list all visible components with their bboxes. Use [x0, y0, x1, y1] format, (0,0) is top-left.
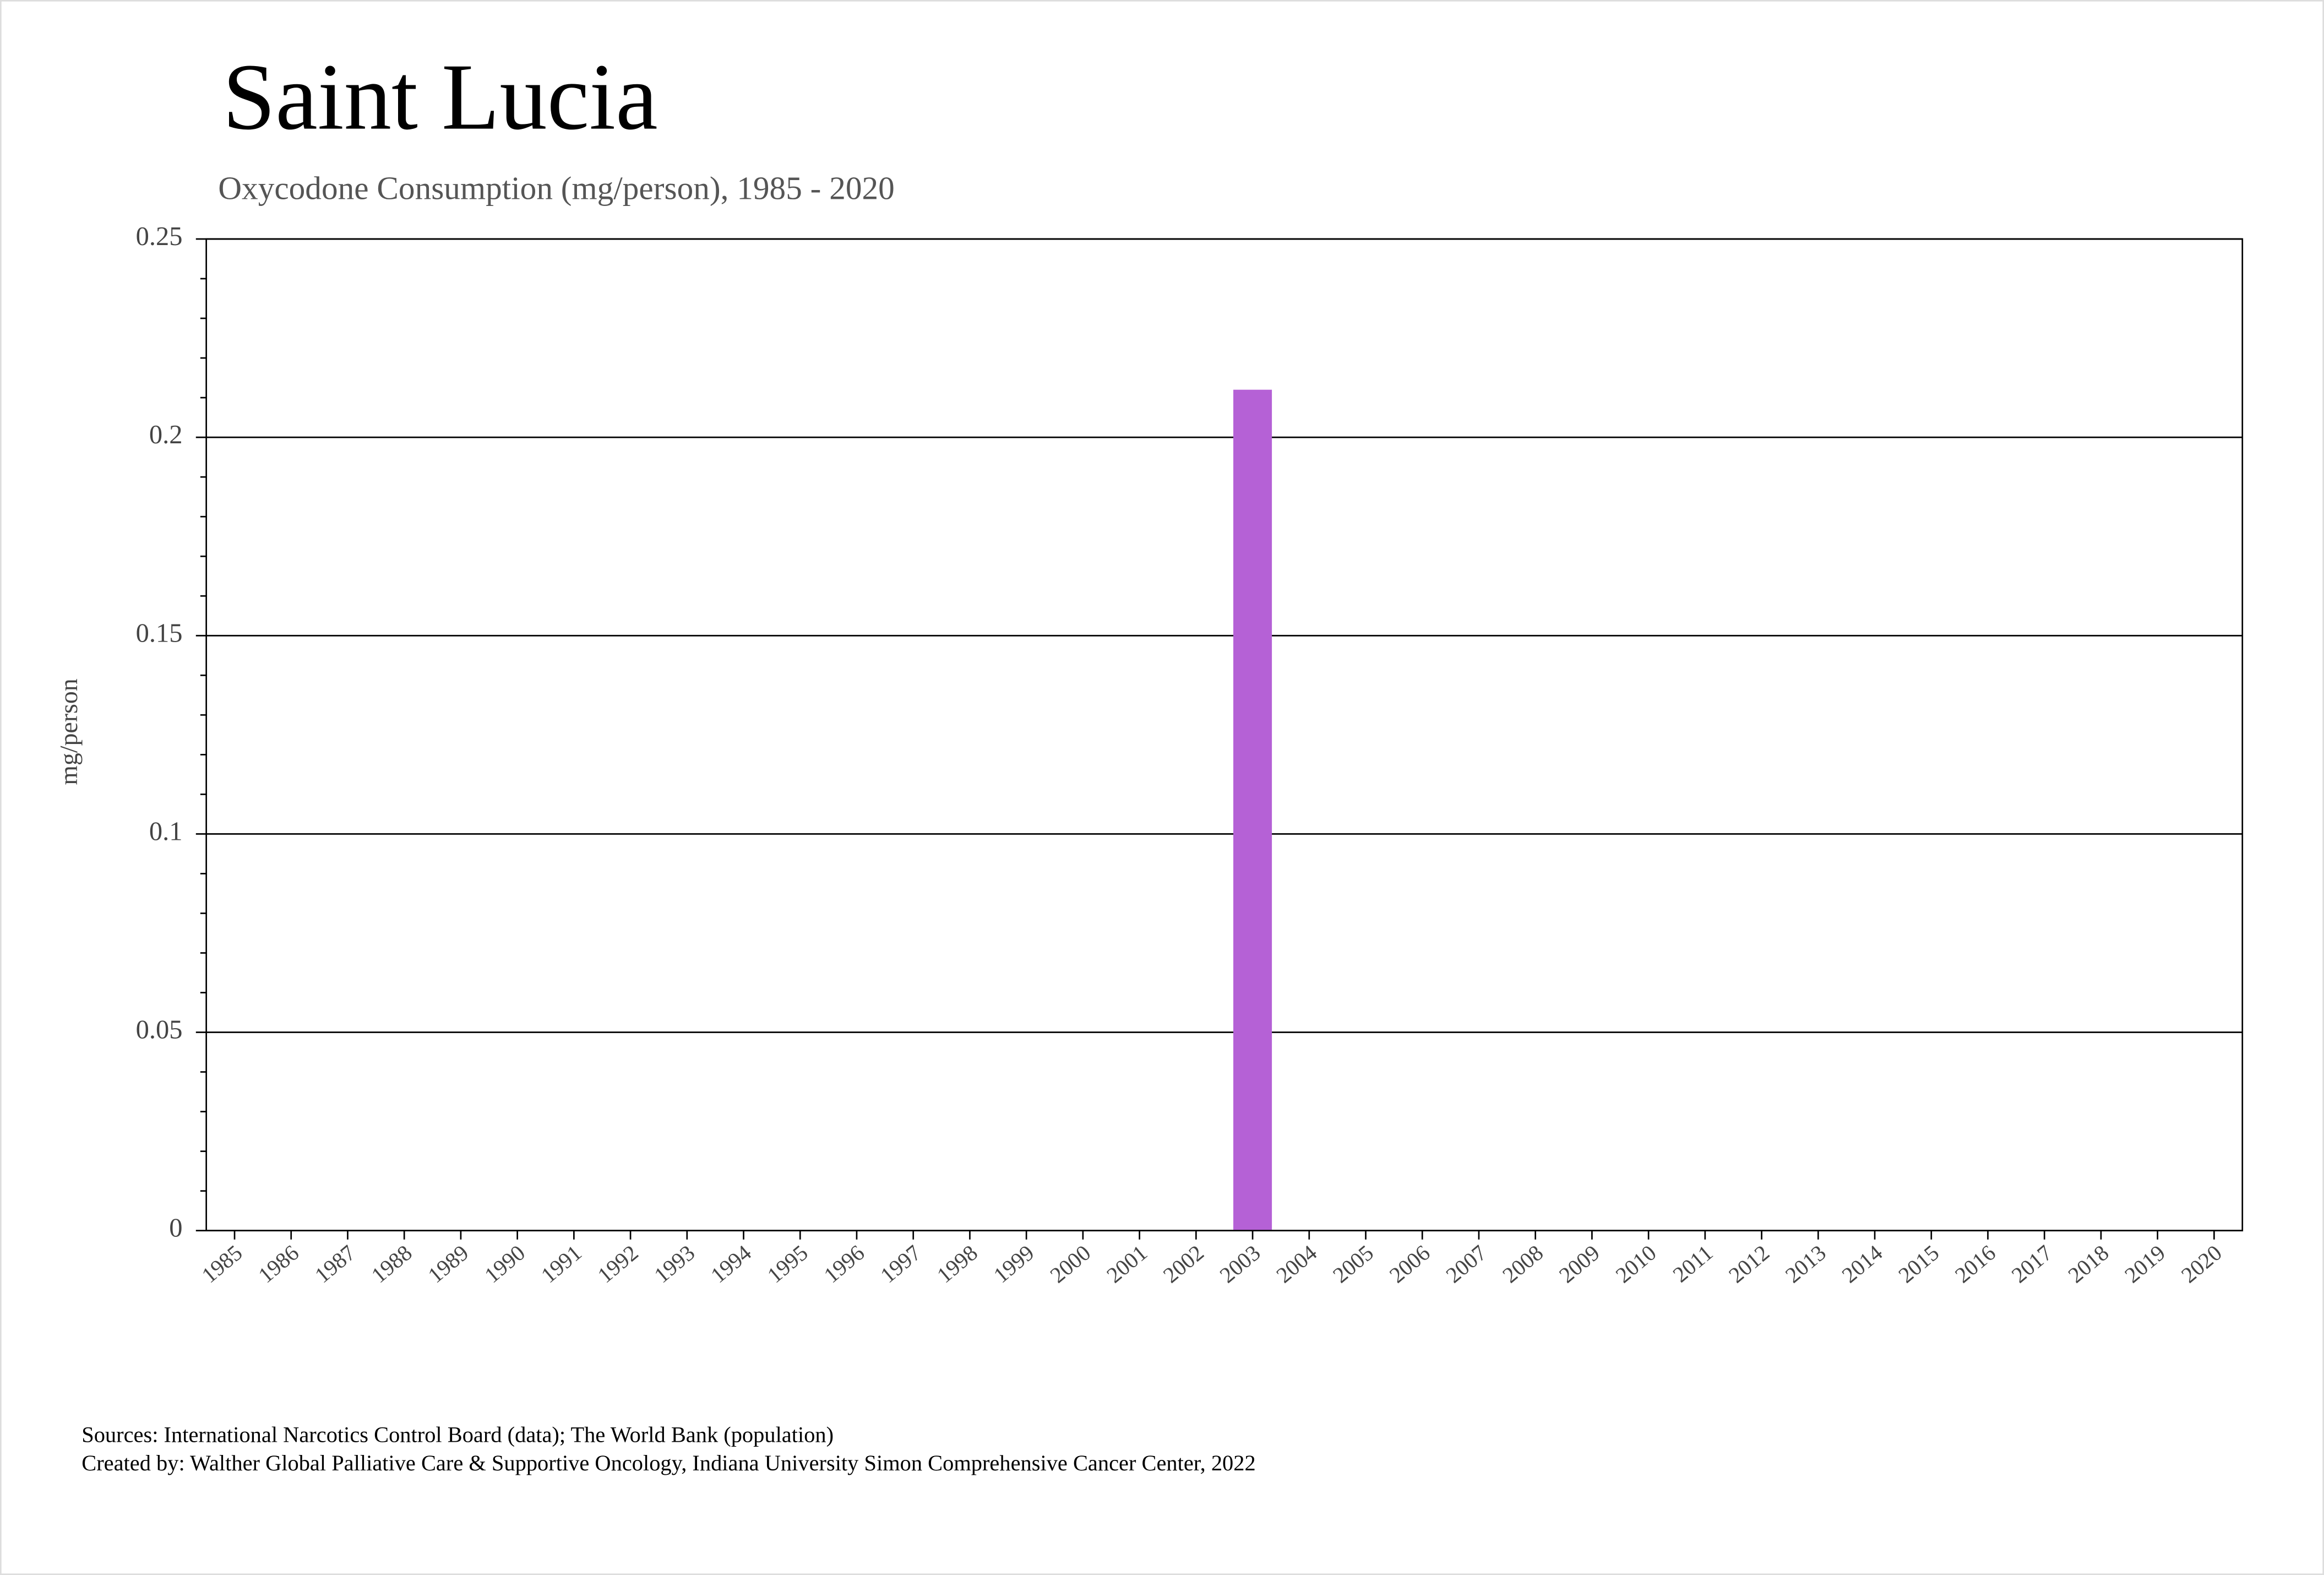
- y-tick-label: 0: [169, 1214, 182, 1243]
- y-tick-label: 0.15: [136, 618, 183, 648]
- y-tick-label: 0.05: [136, 1015, 183, 1045]
- y-tick-label: 0.25: [136, 222, 183, 251]
- y-axis-label: mg/person: [55, 678, 83, 785]
- source-line: Sources: International Narcotics Control…: [81, 1422, 834, 1447]
- source-line: Created by: Walther Global Palliative Ca…: [81, 1451, 1255, 1475]
- y-tick-label: 0.1: [149, 817, 183, 846]
- y-tick-label: 0.2: [149, 420, 183, 449]
- bar: [1233, 389, 1272, 1231]
- chart-subtitle: Oxycodone Consumption (mg/person), 1985 …: [218, 170, 895, 206]
- plot-border: [205, 238, 2244, 1231]
- chart-title: Saint Lucia: [222, 45, 657, 150]
